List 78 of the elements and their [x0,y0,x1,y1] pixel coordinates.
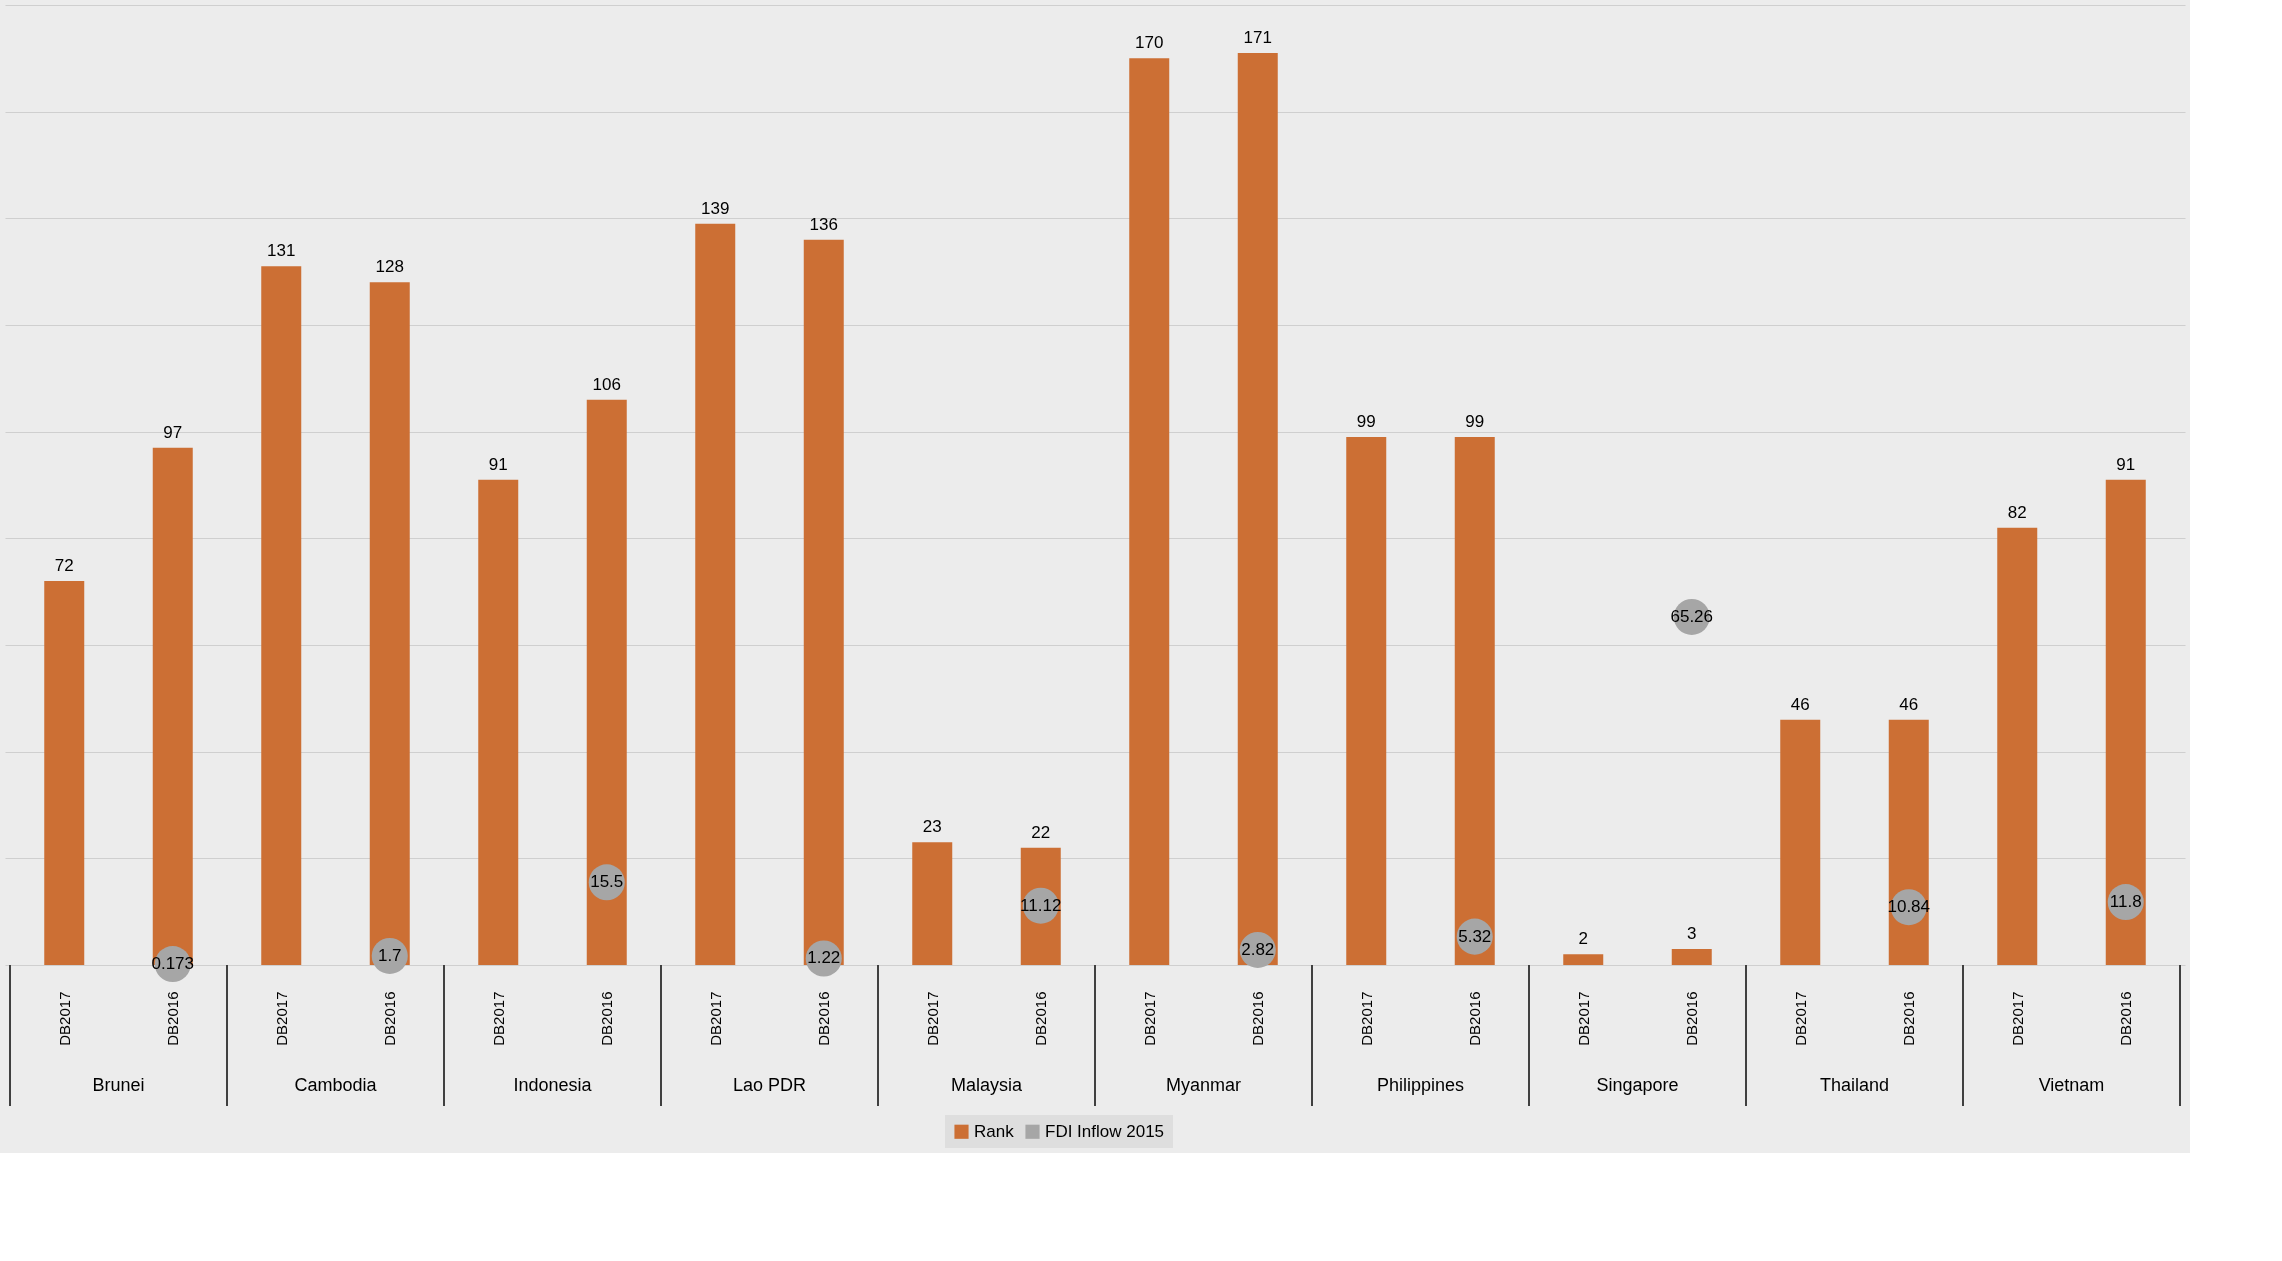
data-label: 106 [592,374,621,394]
bar [2105,479,2146,965]
data-label: 11.8 [2109,892,2142,912]
data-label: 128 [375,257,404,277]
data-label: 99 [1356,412,1376,431]
x-tick-label: DB2016 [381,991,399,1046]
x-tick-label: DB2016 [1683,991,1701,1046]
data-label: 99 [1465,412,1485,431]
bar [1671,949,1712,965]
bar [478,479,519,965]
bar [261,266,302,965]
bar [695,223,736,965]
text: Indonesia [513,1075,593,1095]
bar [1129,58,1170,965]
text: Myanmar [1165,1075,1242,1095]
data-label: 139 [701,198,730,218]
data-label: 170 [1135,33,1164,53]
data-label: 97 [163,422,183,442]
x-tick-label: DB2017 [706,991,724,1046]
text: Philippines [1376,1075,1465,1095]
text: Thailand [1819,1075,1890,1095]
data-label: 2 [1578,929,1588,949]
bar [1780,719,1821,965]
x-tick-label: DB2016 [598,991,616,1046]
legend-label: FDI Inflow 2015 [1045,1121,1165,1141]
bar [586,399,627,965]
data-label: 131 [267,241,296,261]
text: Singapore [1596,1075,1679,1095]
x-tick-label: DB2016 [1032,991,1050,1046]
x-tick-label: DB2017 [923,991,941,1046]
x-tick-label: DB2016 [1466,991,1484,1046]
data-label: 46 [1790,694,1810,714]
data-label: 0.173 [151,954,195,974]
x-tick-label: DB2017 [1791,991,1809,1046]
bar [1454,437,1495,965]
data-label: 22 [1031,822,1051,842]
bar [1997,527,2038,965]
text: Malaysia [950,1075,1023,1095]
x-tick-label: DB2016 [1900,991,1918,1046]
text: Cambodia [294,1075,378,1095]
data-label: 2.82 [1241,939,1275,959]
x-tick-label: DB2017 [1574,991,1592,1046]
bar [1888,719,1929,965]
x-tick-label: DB2016 [164,991,182,1046]
bar [44,581,85,965]
text: Vietnam [2038,1075,2105,1095]
x-tick-label: DB2016 [1249,991,1267,1046]
data-label: 1.7 [377,945,402,965]
x-tick-label: DB2017 [1140,991,1158,1046]
data-label: 1.22 [807,948,841,968]
x-tick-label: DB2016 [815,991,833,1046]
bar [912,842,953,965]
data-label: 15.5 [590,872,624,892]
x-tick-label: DB2017 [55,991,73,1046]
data-label: 136 [809,214,838,234]
x-tick-label: DB2017 [1357,991,1375,1046]
data-label: 91 [2116,454,2136,474]
x-tick-label: DB2017 [272,991,290,1046]
bar [1563,954,1604,965]
bar [1346,437,1387,965]
data-label: 91 [488,454,508,474]
legend-label: Rank [974,1121,1015,1141]
data-label: 72 [54,556,74,575]
data-label: 23 [922,817,942,837]
data-label: 82 [2007,502,2027,522]
text: Lao PDR [732,1075,807,1095]
data-label: 5.32 [1458,926,1492,946]
data-label: 171 [1243,28,1272,47]
bar [369,282,410,965]
x-tick-label: DB2017 [489,991,507,1046]
bar [803,239,844,965]
x-tick-label: DB2016 [2117,991,2135,1046]
data-label: 3 [1687,924,1697,943]
data-label: 46 [1899,694,1919,714]
data-label: 65.26 [1670,606,1714,626]
text: Brunei [92,1075,145,1095]
x-tick-label: DB2017 [2008,991,2026,1046]
bar [1237,53,1278,965]
